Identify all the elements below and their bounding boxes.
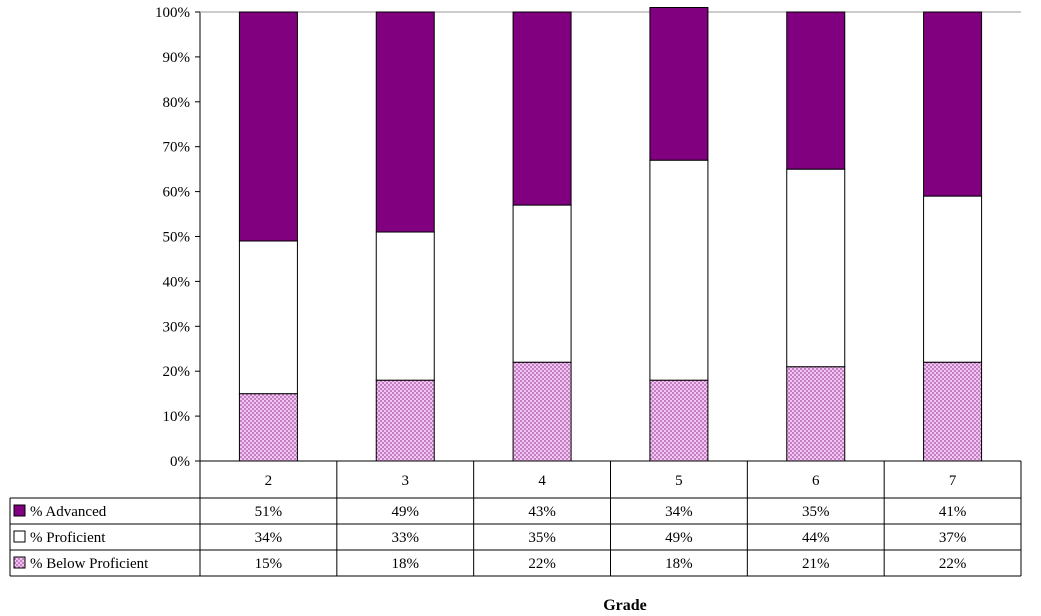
data-label: 15% [255, 556, 283, 572]
data-label: 33% [392, 530, 420, 546]
bar-proficient-grade-7 [923, 195, 983, 363]
y-tick-label: 0% [170, 454, 190, 470]
y-tick-label: 50% [163, 230, 191, 246]
bar-below-proficient-grade-4 [512, 361, 572, 462]
legend-label: % Proficient [30, 530, 106, 546]
bar-advanced-grade-3 [375, 11, 435, 233]
x-axis-label: Grade [603, 597, 647, 614]
data-label: 41% [939, 504, 967, 520]
legend-swatch [13, 504, 26, 517]
data-label: 44% [802, 530, 830, 546]
data-label: 51% [255, 504, 283, 520]
bar-advanced-grade-7 [923, 11, 983, 197]
y-tick-label: 40% [163, 274, 191, 290]
legend-label: % Below Proficient [30, 556, 149, 572]
y-tick-label: 10% [163, 409, 191, 425]
y-tick-label: 100% [155, 5, 190, 21]
y-tick-label: 70% [163, 140, 191, 156]
bar-advanced-grade-6 [786, 11, 846, 170]
legend-label: % Advanced [30, 504, 107, 520]
data-label: 43% [528, 504, 556, 520]
x-category-label: 4 [538, 473, 546, 489]
data-label: 34% [665, 504, 693, 520]
y-tick-label: 80% [163, 95, 191, 111]
bar-below-proficient-grade-7 [923, 361, 983, 462]
data-table: 2 3 4 5 6 7 % Advanced 51% 49% 43% 34% 35% 41% % Prof… [9, 460, 1022, 577]
bar-proficient-grade-6 [786, 168, 846, 368]
data-label: 49% [665, 530, 693, 546]
data-label: 22% [939, 556, 967, 572]
y-tick-label: 20% [163, 364, 191, 380]
bar-advanced-grade-5 [649, 7, 709, 161]
data-label: 35% [802, 504, 830, 520]
data-label: 49% [392, 504, 420, 520]
bar-proficient-grade-5 [649, 159, 709, 381]
data-label: 34% [255, 530, 283, 546]
y-tick-label: 30% [163, 319, 191, 335]
bar-proficient-grade-2 [238, 240, 298, 395]
data-label: 37% [939, 530, 967, 546]
bar-below-proficient-grade-6 [786, 366, 846, 462]
bars [238, 7, 983, 462]
legend-swatch [13, 556, 26, 569]
data-label: 18% [392, 556, 420, 572]
bar-advanced-grade-4 [512, 11, 572, 206]
x-category-label: 6 [812, 473, 820, 489]
bar-proficient-grade-3 [375, 231, 435, 381]
bar-below-proficient-grade-5 [649, 379, 709, 462]
legend-swatch [13, 530, 26, 543]
data-label: 22% [528, 556, 556, 572]
x-category-label: 3 [402, 473, 410, 489]
x-category-label: 7 [949, 473, 957, 489]
x-category-label: 2 [265, 473, 273, 489]
bar-proficient-grade-4 [512, 204, 572, 363]
bar-advanced-grade-2 [238, 11, 298, 242]
data-label: 18% [665, 556, 693, 572]
y-axis: 0% 10% 20% 30% 40% 50% 60% 70% 80% 90% 100% [155, 5, 1021, 470]
y-tick-label: 90% [163, 50, 191, 66]
y-tick-label: 60% [163, 185, 191, 201]
x-category-label: 5 [675, 473, 683, 489]
bar-below-proficient-grade-2 [238, 393, 298, 462]
data-label: 35% [528, 530, 556, 546]
bar-below-proficient-grade-3 [375, 379, 435, 462]
data-label: 21% [802, 556, 830, 572]
